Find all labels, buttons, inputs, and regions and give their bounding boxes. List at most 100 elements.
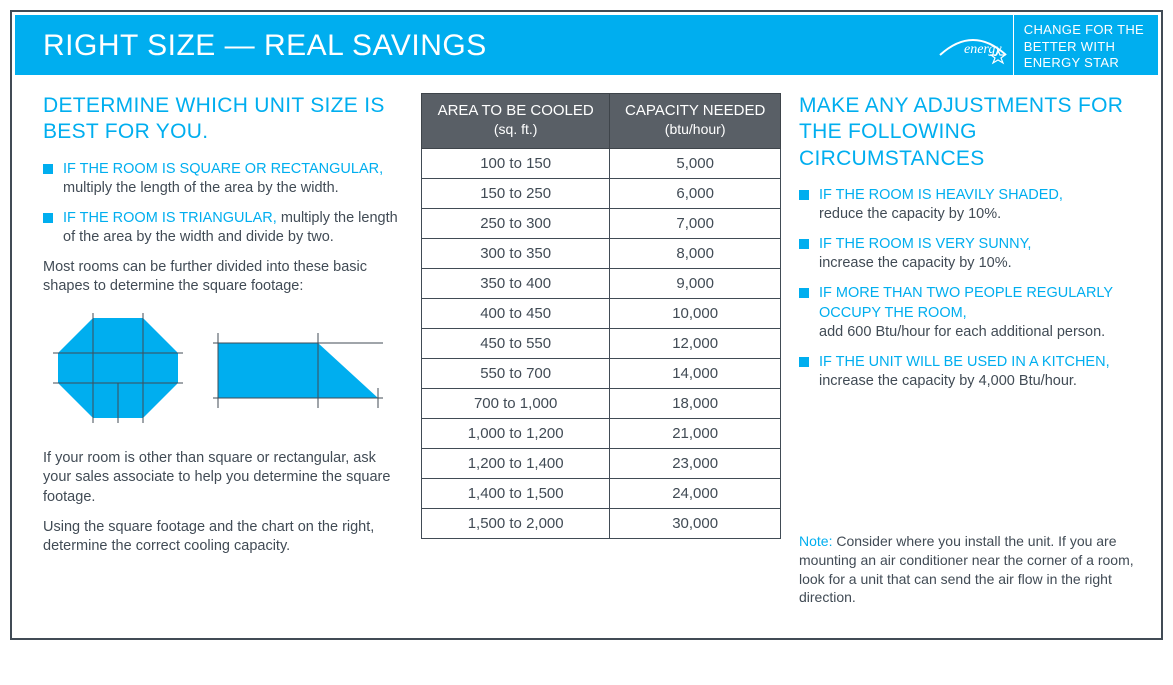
table-row: 1,500 to 2,00030,000: [422, 508, 781, 538]
left-column: DETERMINE WHICH UNIT SIZE IS BEST FOR YO…: [43, 93, 403, 621]
left-bullet-list: IF THE ROOM IS SQUARE OR RECTANGULAR, mu…: [43, 160, 403, 248]
table-cell: 1,000 to 1,200: [422, 418, 610, 448]
table-row: 250 to 3007,000: [422, 208, 781, 238]
bullet-square-icon: [799, 357, 809, 367]
table-cell: 6,000: [610, 178, 781, 208]
bullet-text: add 600 Btu/hour for each additional per…: [819, 324, 1105, 340]
bullet-text: increase the capacity by 10%.: [819, 255, 1012, 271]
table-header-capacity: CAPACITY NEEDED (btu/hour): [610, 94, 781, 149]
table-cell: 300 to 350: [422, 238, 610, 268]
table-row: 450 to 55012,000: [422, 328, 781, 358]
bullet-head: IF THE ROOM IS VERY SUNNY,: [819, 236, 1031, 252]
right-bullet-list: IF THE ROOM IS HEAVILY SHADED, reduce the…: [799, 186, 1140, 392]
table-cell: 1,400 to 1,500: [422, 478, 610, 508]
badge-line: CHANGE FOR THE: [1024, 22, 1144, 39]
bullet-square-icon: [799, 239, 809, 249]
table-row: 350 to 4009,000: [422, 268, 781, 298]
note-paragraph: Note: Consider where you install the uni…: [799, 532, 1140, 608]
table-cell: 30,000: [610, 508, 781, 538]
table-cell: 10,000: [610, 298, 781, 328]
bullet-text: multiply the length of the area by the w…: [63, 180, 339, 196]
right-column: MAKE ANY ADJUSTMENTS FOR THE FOLLOWING C…: [799, 93, 1140, 621]
badge-line: BETTER WITH: [1024, 39, 1144, 56]
energy-star-logo-icon: energy: [933, 15, 1013, 75]
bullet-head: IF THE ROOM IS TRIANGULAR,: [63, 210, 277, 226]
table-cell: 18,000: [610, 388, 781, 418]
col1-unit: (sq. ft.): [494, 121, 538, 137]
bullet-body: IF THE ROOM IS TRIANGULAR, multiply the …: [63, 209, 403, 248]
bullet-text: increase the capacity by 4,000 Btu/hour.: [819, 373, 1077, 389]
note-body: Consider where you install the unit. If …: [799, 533, 1134, 606]
table-cell: 450 to 550: [422, 328, 610, 358]
bullet-head: IF THE ROOM IS SQUARE OR RECTANGULAR,: [63, 161, 383, 177]
header-bar: RIGHT SIZE — REAL SAVINGS energy CHANGE …: [15, 15, 1158, 75]
bullet-item: IF THE ROOM IS VERY SUNNY, increase the c…: [799, 235, 1140, 274]
bullet-body: IF THE ROOM IS SQUARE OR RECTANGULAR, mu…: [63, 160, 403, 199]
table-cell: 5,000: [610, 148, 781, 178]
col1-label: AREA TO BE COOLED: [438, 102, 594, 119]
table-cell: 1,500 to 2,000: [422, 508, 610, 538]
table-cell: 150 to 250: [422, 178, 610, 208]
content-row: DETERMINE WHICH UNIT SIZE IS BEST FOR YO…: [15, 75, 1158, 635]
bullet-item: IF THE ROOM IS SQUARE OR RECTANGULAR, mu…: [43, 160, 403, 199]
bullet-item: IF THE ROOM IS HEAVILY SHADED, reduce the…: [799, 186, 1140, 225]
left-para-3: Using the square footage and the chart o…: [43, 518, 403, 557]
bullet-item: IF THE UNIT WILL BE USED IN A KITCHEN, in…: [799, 353, 1140, 392]
shape-diagrams: [53, 313, 403, 423]
table-column: AREA TO BE COOLED (sq. ft.) CAPACITY NEE…: [421, 93, 781, 621]
bullet-square-icon: [43, 213, 53, 223]
table-row: 1,200 to 1,40023,000: [422, 448, 781, 478]
bullet-head: IF THE ROOM IS HEAVILY SHADED,: [819, 187, 1063, 203]
badge-text: CHANGE FOR THE BETTER WITH ENERGY STAR: [1013, 15, 1158, 75]
left-section-title: DETERMINE WHICH UNIT SIZE IS BEST FOR YO…: [43, 93, 403, 146]
bullet-body: IF THE ROOM IS HEAVILY SHADED, reduce the…: [819, 186, 1063, 225]
left-para-1: Most rooms can be further divided into t…: [43, 258, 403, 297]
table-cell: 1,200 to 1,400: [422, 448, 610, 478]
table-cell: 24,000: [610, 478, 781, 508]
table-cell: 21,000: [610, 418, 781, 448]
table-cell: 700 to 1,000: [422, 388, 610, 418]
bullet-text: reduce the capacity by 10%.: [819, 206, 1001, 222]
table-cell: 9,000: [610, 268, 781, 298]
table-cell: 8,000: [610, 238, 781, 268]
table-cell: 14,000: [610, 358, 781, 388]
bullet-item: IF MORE THAN TWO PEOPLE REGULARLY OCCUPY…: [799, 284, 1140, 343]
table-row: 150 to 2506,000: [422, 178, 781, 208]
bullet-item: IF THE ROOM IS TRIANGULAR, multiply the …: [43, 209, 403, 248]
table-cell: 550 to 700: [422, 358, 610, 388]
table-cell: 12,000: [610, 328, 781, 358]
note-label: Note:: [799, 533, 832, 549]
left-para-2: If your room is other than square or rec…: [43, 449, 403, 508]
table-row: 1,400 to 1,50024,000: [422, 478, 781, 508]
table-row: 300 to 3508,000: [422, 238, 781, 268]
octagon-diagram-icon: [53, 313, 183, 423]
table-cell: 23,000: [610, 448, 781, 478]
table-cell: 100 to 150: [422, 148, 610, 178]
bullet-body: IF MORE THAN TWO PEOPLE REGULARLY OCCUPY…: [819, 284, 1140, 343]
table-cell: 350 to 400: [422, 268, 610, 298]
table-row: 1,000 to 1,20021,000: [422, 418, 781, 448]
table-row: 700 to 1,00018,000: [422, 388, 781, 418]
table-row: 400 to 45010,000: [422, 298, 781, 328]
document-frame: RIGHT SIZE — REAL SAVINGS energy CHANGE …: [10, 10, 1163, 640]
capacity-table: AREA TO BE COOLED (sq. ft.) CAPACITY NEE…: [421, 93, 781, 539]
col2-unit: (btu/hour): [665, 121, 726, 137]
badge-line: ENERGY STAR: [1024, 55, 1144, 72]
bullet-head: IF MORE THAN TWO PEOPLE REGULARLY OCCUPY…: [819, 285, 1113, 321]
energy-star-badge: energy CHANGE FOR THE BETTER WITH ENERGY…: [933, 15, 1158, 75]
table-header-area: AREA TO BE COOLED (sq. ft.): [422, 94, 610, 149]
bullet-square-icon: [799, 288, 809, 298]
rect-triangle-diagram-icon: [213, 313, 383, 423]
bullet-body: IF THE UNIT WILL BE USED IN A KITCHEN, in…: [819, 353, 1110, 392]
bullet-body: IF THE ROOM IS VERY SUNNY, increase the c…: [819, 235, 1031, 274]
bullet-head: IF THE UNIT WILL BE USED IN A KITCHEN,: [819, 354, 1110, 370]
table-cell: 250 to 300: [422, 208, 610, 238]
page-title: RIGHT SIZE — REAL SAVINGS: [15, 15, 933, 75]
table-row: 550 to 70014,000: [422, 358, 781, 388]
bullet-square-icon: [43, 164, 53, 174]
table-row: 100 to 1505,000: [422, 148, 781, 178]
col2-label: CAPACITY NEEDED: [625, 102, 765, 119]
right-section-title: MAKE ANY ADJUSTMENTS FOR THE FOLLOWING C…: [799, 93, 1140, 172]
table-cell: 400 to 450: [422, 298, 610, 328]
table-cell: 7,000: [610, 208, 781, 238]
